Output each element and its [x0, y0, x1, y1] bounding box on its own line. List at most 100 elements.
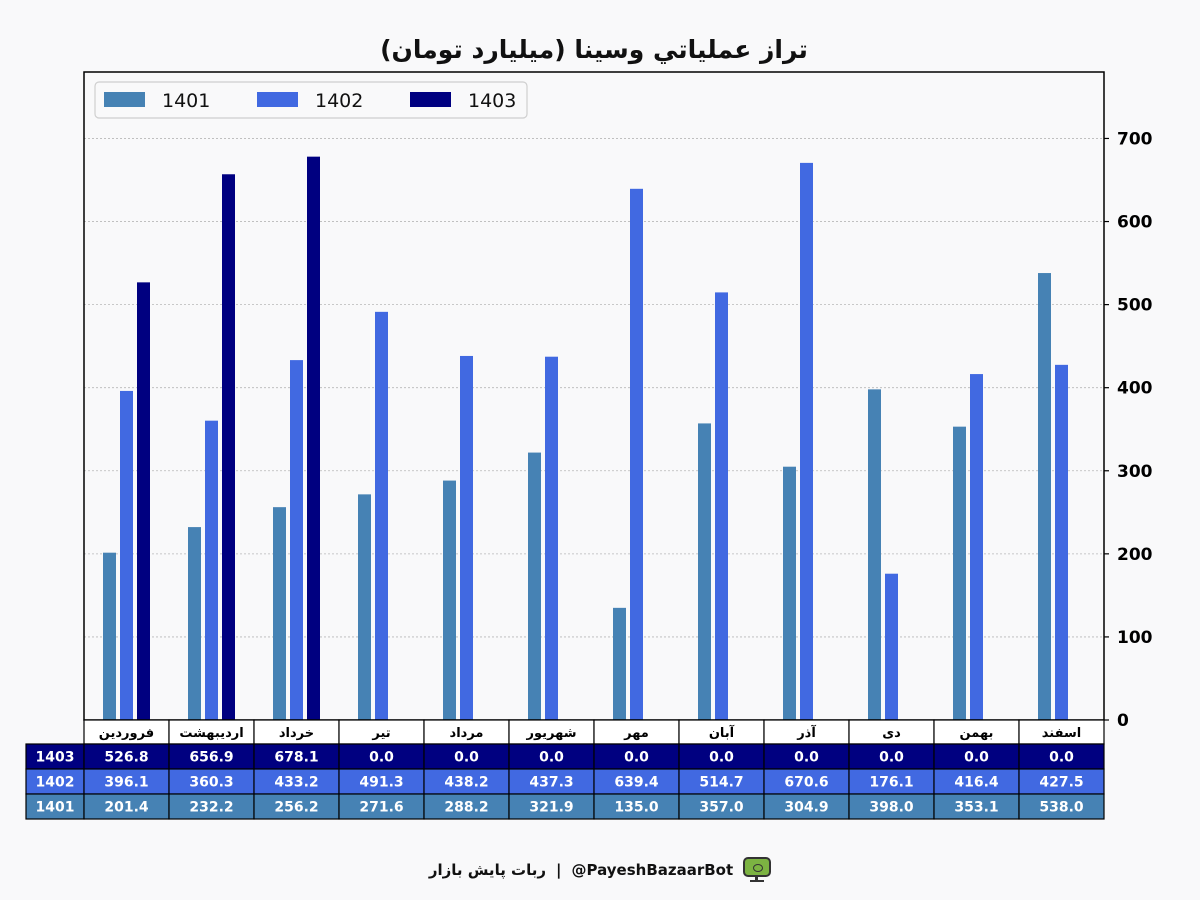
table-cell-value: 0.0 — [539, 750, 564, 766]
bar-1402 — [1055, 364, 1068, 720]
y-tick-label: 400 — [1117, 379, 1153, 399]
table-cell-value: 135.0 — [614, 800, 659, 816]
table-cell-value: 0.0 — [709, 750, 734, 766]
chart-title: تراز عملیاتي وسینا (میلیارد تومان) — [380, 35, 808, 65]
category-label: دی — [882, 726, 901, 741]
table-cell-value: 0.0 — [964, 750, 989, 766]
row-header-label: 1401 — [36, 800, 75, 816]
table-cell — [253, 793, 340, 820]
table-cell-value: 0.0 — [879, 750, 904, 766]
table-cell-value: 670.6 — [784, 775, 828, 791]
table-cell-value: 678.1 — [274, 750, 318, 766]
row-header-label: 1403 — [36, 750, 75, 766]
y-axis: 0 100 200 300 400 500 600 700 — [1104, 129, 1153, 731]
legend-swatch-1403 — [410, 92, 451, 107]
table-cell — [1018, 793, 1105, 820]
category-cell — [83, 719, 170, 745]
bar-1402 — [630, 188, 643, 720]
category-cell — [253, 719, 340, 745]
table-cell-value: 232.2 — [189, 800, 233, 816]
table-cell-value: 360.3 — [189, 775, 233, 791]
bar-1401 — [1038, 273, 1051, 720]
grid — [84, 138, 1104, 638]
table-cell-value: 639.4 — [614, 775, 659, 791]
table-cell-value: 0.0 — [624, 750, 649, 766]
table-cell-value: 288.2 — [444, 800, 488, 816]
bot-name: ربات پایش بازار — [428, 861, 547, 879]
table-cell — [848, 793, 935, 820]
category-cell — [338, 719, 425, 745]
table-cell — [423, 743, 510, 770]
row-header-label: 1402 — [36, 775, 75, 791]
bar-1401 — [613, 607, 626, 720]
category-label: اسفند — [1042, 726, 1081, 741]
table-cell — [338, 768, 425, 795]
table-cell — [508, 768, 595, 795]
footer: ربات پایش بازار | @PayeshBazaarBot — [0, 857, 1200, 883]
table-cell-value: 491.3 — [359, 775, 403, 791]
table-cell-value: 357.0 — [699, 800, 744, 816]
monitor-eye-icon — [743, 857, 772, 883]
table-cell-value: 201.4 — [104, 800, 149, 816]
bot-handle: @PayeshBazaarBot — [571, 861, 734, 879]
table-cell-value: 398.0 — [869, 800, 914, 816]
bar-1402 — [460, 355, 473, 720]
bar-1401 — [698, 423, 711, 720]
legend-swatch-1401 — [104, 92, 145, 107]
legend-swatch-1402 — [257, 92, 298, 107]
bar-1401 — [103, 552, 116, 720]
bar-1402 — [290, 360, 303, 720]
y-tick-label: 200 — [1117, 545, 1153, 565]
footer-separator: | — [556, 861, 562, 879]
table-cell — [678, 743, 765, 770]
y-tick-label: 500 — [1117, 296, 1153, 316]
category-label: مرداد — [450, 726, 484, 741]
bar-1401 — [273, 507, 286, 720]
bars — [103, 156, 1068, 720]
category-label: تیر — [371, 726, 390, 741]
bar-1401 — [188, 527, 201, 720]
table-cell — [933, 768, 1020, 795]
table-cell-value: 526.8 — [104, 750, 148, 766]
table-cell-value: 656.9 — [189, 750, 233, 766]
table-cell — [168, 768, 255, 795]
table-cell-value: 433.2 — [274, 775, 318, 791]
table-cell-value: 321.9 — [529, 800, 573, 816]
category-cell — [933, 719, 1020, 745]
legend: 1401 1402 1403 — [94, 81, 528, 119]
legend-box — [94, 81, 528, 119]
table-cell-value: 304.9 — [784, 800, 828, 816]
category-label: شهریور — [526, 726, 577, 741]
bar-1401 — [443, 480, 456, 720]
table-cell — [848, 743, 935, 770]
bar-1402 — [800, 162, 813, 720]
table-cell — [338, 743, 425, 770]
table-cell-value: 176.1 — [869, 775, 913, 791]
y-tick-label: 300 — [1117, 462, 1153, 482]
bar-1402 — [545, 356, 558, 720]
category-cell — [1018, 719, 1105, 745]
bar-1402 — [970, 374, 983, 720]
category-label: مهر — [623, 726, 649, 741]
legend-label-1403: 1403 — [468, 90, 516, 112]
category-cell — [763, 719, 850, 745]
table-cell — [678, 793, 765, 820]
table-cell-value: 0.0 — [369, 750, 394, 766]
y-tick-label: 0 — [1117, 711, 1129, 731]
table-cell-value: 396.1 — [104, 775, 148, 791]
y-tick-label: 700 — [1117, 129, 1153, 149]
category-label: خرداد — [279, 726, 314, 741]
bar-1402 — [375, 311, 388, 720]
table-cell-value: 0.0 — [1049, 750, 1074, 766]
table-cell-value: 514.7 — [699, 775, 743, 791]
category-label: آبان — [709, 724, 735, 741]
table-cell-value: 437.3 — [529, 775, 573, 791]
bar-1403 — [137, 282, 150, 720]
table-cell — [508, 743, 595, 770]
table-cell — [83, 743, 170, 770]
category-label: فروردین — [99, 726, 154, 741]
table-cell — [168, 793, 255, 820]
table-cell — [593, 743, 680, 770]
table-cell-value: 0.0 — [454, 750, 479, 766]
bar-1402 — [205, 420, 218, 720]
